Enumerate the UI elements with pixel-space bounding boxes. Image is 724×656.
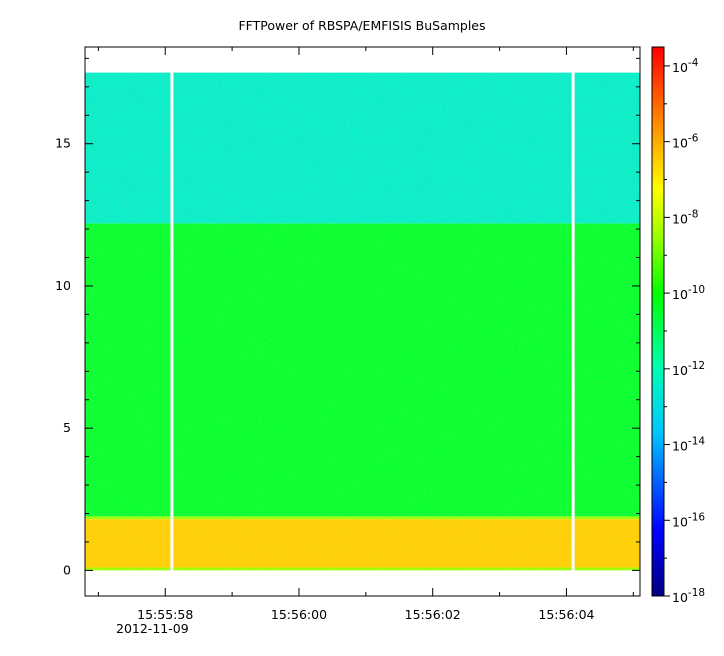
spectrogram-band-texture-3 [85,223,640,517]
chart-title: FFTPower of RBSPA/EMFISIS BuSamples [238,18,485,33]
colorbar-tick-label--12: 10-12 [672,360,705,378]
spectrogram-band-texture-2 [85,516,640,520]
plot-frame [84,46,641,597]
colorbar [651,46,665,597]
y-tick-label-0: 0 [63,562,71,577]
x-date-label: 2012-11-09 [116,621,189,636]
y-tick-label-15: 15 [55,136,71,151]
x-tick-label-1: 15:56:00 [271,607,327,622]
colorbar-tick-label--6: 10-6 [672,133,699,151]
colorbar-tick-label--16: 10-16 [672,511,705,529]
spectrogram-band-texture-0 [85,567,640,571]
y-axis: 0 5 10 15 [55,57,640,577]
x-axis: 15:55:58 15:56:00 15:56:02 15:56:04 [97,47,634,622]
y-tick-label-10: 10 [55,278,71,293]
colorbar-tick-label--4: 10-4 [672,57,699,75]
colorbar-tick-label--10: 10-10 [672,284,705,302]
colorbar-tick-label--18: 10-18 [672,587,705,605]
x-tick-label-2: 15:56:02 [405,607,461,622]
colorbar-tick-label--8: 10-8 [672,208,698,226]
spectrogram-band-texture-4 [85,72,640,224]
x-tick-label-3: 15:56:04 [538,607,594,622]
spectrogram-band-texture-1 [85,519,640,568]
data-gap-0 [170,72,174,571]
colorbar-tick-label--14: 10-14 [672,436,705,454]
plot-area [85,72,640,571]
x-tick-label-0: 15:55:58 [137,607,193,622]
y-tick-label-5: 5 [63,420,71,435]
data-gap-1 [571,72,575,571]
colorbar-axis: 10-18 10-16 10-14 10-12 10-10 10-8 10-6 10-4 [664,57,705,605]
